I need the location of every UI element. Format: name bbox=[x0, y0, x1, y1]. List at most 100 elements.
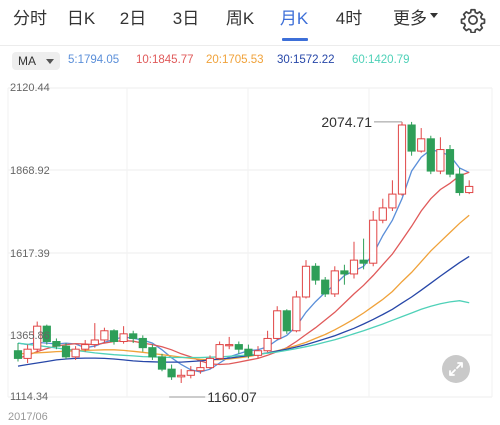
candle bbox=[292, 290, 301, 333]
candle bbox=[282, 309, 291, 334]
candle-body bbox=[186, 370, 195, 376]
candle-body bbox=[244, 348, 253, 356]
candle bbox=[109, 329, 119, 345]
candle bbox=[263, 330, 272, 353]
y-axis-label: 1114.34 bbox=[10, 391, 48, 403]
y-axis-label: 1868.92 bbox=[10, 165, 50, 177]
tab-more[interactable]: 更多 bbox=[393, 0, 445, 40]
tab-monthly-k[interactable]: 月K bbox=[279, 9, 309, 28]
candle bbox=[215, 341, 224, 360]
candle-body bbox=[234, 344, 243, 350]
ma20-line bbox=[17, 214, 470, 361]
candle bbox=[186, 366, 195, 379]
candle-body bbox=[225, 344, 234, 347]
candles bbox=[13, 121, 474, 383]
candle bbox=[455, 167, 464, 196]
candle bbox=[359, 238, 368, 270]
candle bbox=[52, 338, 61, 350]
candle-body bbox=[33, 325, 42, 350]
candle bbox=[465, 180, 474, 195]
candle-body bbox=[388, 193, 397, 209]
candle bbox=[196, 361, 205, 374]
candle-body bbox=[177, 374, 186, 378]
candle bbox=[330, 266, 339, 297]
candle-body bbox=[148, 347, 157, 358]
candle bbox=[42, 324, 51, 345]
ma20-value: 20:1705.53 bbox=[206, 54, 264, 66]
candle bbox=[71, 346, 80, 360]
candle-body bbox=[109, 330, 119, 343]
candle bbox=[61, 343, 71, 360]
candle-body bbox=[349, 259, 359, 275]
candle bbox=[436, 137, 445, 175]
candle-body bbox=[196, 367, 205, 372]
tab-weekly-k[interactable]: 周K bbox=[225, 9, 255, 28]
candle bbox=[100, 327, 109, 344]
y-axis-labels: 2120.44 1868.92 1617.39 1365.86 1114.34 bbox=[10, 82, 50, 403]
candle bbox=[90, 323, 99, 348]
candle bbox=[417, 128, 426, 153]
ma-legend-row: MA 5:1794.05 10:1845.77 20:1705.53 30:15… bbox=[0, 50, 500, 72]
candle-body bbox=[13, 350, 23, 359]
candle-body bbox=[215, 344, 224, 359]
ma60-value: 60:1420.79 bbox=[352, 54, 410, 66]
candle bbox=[148, 344, 157, 360]
candle bbox=[234, 341, 243, 354]
expand-button[interactable] bbox=[442, 355, 470, 383]
candle-body bbox=[61, 345, 71, 358]
candle-body bbox=[397, 124, 407, 195]
candle-body bbox=[407, 124, 416, 152]
ma10-value: 10:1845.77 bbox=[136, 54, 194, 66]
candle bbox=[13, 343, 23, 362]
tab-more-label: 更多 bbox=[393, 9, 427, 28]
tab-intraday[interactable]: 分时 bbox=[13, 9, 47, 28]
indicator-selector[interactable]: MA bbox=[12, 52, 60, 70]
chart-annotations: 2074.71 1160.07 bbox=[169, 114, 402, 405]
candle-body bbox=[100, 330, 109, 341]
candle-body bbox=[301, 265, 311, 298]
candle bbox=[205, 355, 215, 370]
candle-body bbox=[42, 325, 51, 343]
candle bbox=[225, 336, 234, 350]
tab-daily-k[interactable]: 日K bbox=[66, 9, 96, 28]
tab-3-day[interactable]: 3日 bbox=[172, 9, 200, 28]
indicator-selector-label: MA bbox=[18, 54, 36, 68]
candle-body bbox=[378, 207, 387, 221]
tabs-divider bbox=[0, 45, 500, 46]
candle bbox=[397, 121, 407, 196]
candle bbox=[340, 264, 349, 285]
candle-body bbox=[157, 356, 167, 370]
x-axis-date-label: 2017/06 bbox=[8, 411, 48, 423]
candle bbox=[378, 198, 387, 224]
candle bbox=[81, 339, 90, 352]
candle-body bbox=[23, 348, 32, 359]
candle-body bbox=[359, 259, 368, 264]
candle bbox=[445, 144, 455, 178]
candle-body bbox=[129, 333, 138, 339]
ma30-value: 30:1572.22 bbox=[277, 54, 335, 66]
candle bbox=[311, 263, 320, 285]
tab-4-hour[interactable]: 4时 bbox=[335, 9, 363, 28]
tab-2-day[interactable]: 2日 bbox=[119, 9, 147, 28]
candle bbox=[23, 344, 32, 364]
candle-body bbox=[426, 138, 435, 172]
candle-body bbox=[465, 185, 474, 194]
y-axis-label: 2120.44 bbox=[10, 82, 50, 94]
candle bbox=[388, 180, 397, 211]
candle bbox=[119, 326, 128, 344]
ma30-line bbox=[17, 255, 470, 367]
candle bbox=[407, 121, 416, 156]
candle bbox=[426, 135, 435, 175]
high-value-label: 2074.71 bbox=[321, 114, 372, 130]
chart-grid bbox=[7, 87, 493, 398]
candle-body bbox=[273, 310, 282, 339]
candle-body bbox=[90, 339, 99, 346]
gear-icon[interactable] bbox=[460, 7, 486, 33]
candle-body bbox=[436, 149, 445, 172]
low-value-label: 1160.07 bbox=[207, 389, 257, 405]
expand-icon bbox=[449, 362, 463, 376]
candle bbox=[167, 364, 176, 380]
candle-body bbox=[119, 333, 128, 343]
ma5-line bbox=[17, 148, 470, 373]
